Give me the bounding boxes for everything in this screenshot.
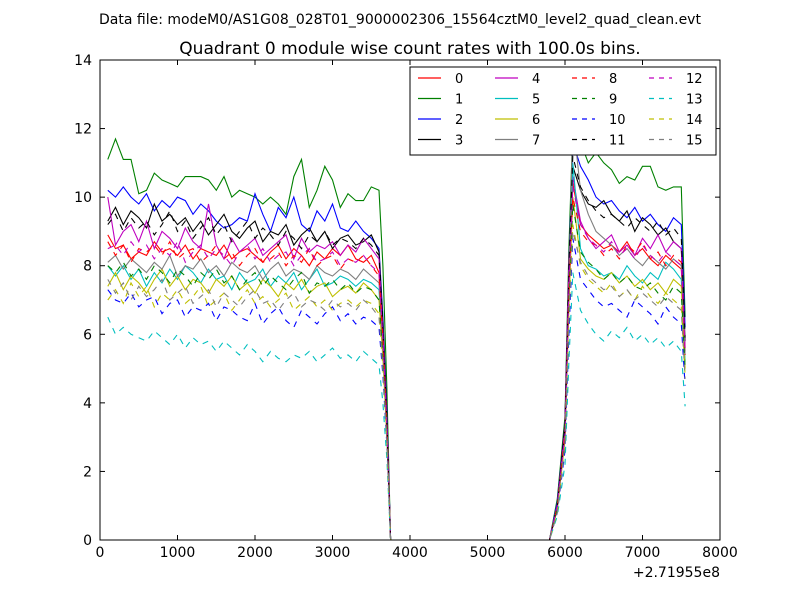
- series-line-11: [107, 155, 686, 541]
- legend-label-8: 8: [609, 72, 617, 87]
- legend-label-6: 6: [532, 113, 540, 128]
- legend-label-7: 7: [532, 134, 540, 149]
- series-line-10: [107, 238, 686, 541]
- series-line-3: [107, 166, 686, 541]
- x-tick-label: 1000: [160, 545, 196, 561]
- series-line-2: [107, 142, 686, 541]
- y-tick-label: 2: [83, 464, 92, 480]
- x-offset-label: +2.71955e8: [633, 565, 720, 581]
- series-line-13: [107, 272, 686, 541]
- series-line-6: [107, 197, 686, 541]
- legend-box: [409, 66, 717, 156]
- legend-label-10: 10: [609, 113, 626, 128]
- series-line-5: [107, 162, 686, 541]
- x-tick-label: 7000: [625, 545, 661, 561]
- legend-label-3: 3: [455, 134, 463, 149]
- series-line-4: [107, 176, 686, 541]
- x-tick-label: 8000: [702, 545, 738, 561]
- series-line-15: [107, 231, 686, 541]
- x-tick-label: 6000: [547, 545, 583, 561]
- y-tick-label: 0: [83, 533, 92, 549]
- y-tick-label: 10: [74, 190, 92, 206]
- series-line-1: [107, 126, 686, 541]
- y-tick-label: 8: [83, 259, 92, 275]
- figure-suptitle: Data file: modeM0/AS1G08_028T01_90000023…: [99, 12, 701, 28]
- series-line-7: [107, 118, 686, 541]
- series-line-12: [107, 186, 686, 541]
- series-line-8: [107, 196, 686, 541]
- x-tick-label: 4000: [392, 545, 428, 561]
- y-tick-label: 6: [83, 327, 92, 343]
- x-tick-label: 2000: [237, 545, 273, 561]
- plot-area: 0 1000 2000 3000 4000 5000 6000 7000 80000246810…: [74, 53, 738, 581]
- legend-label-1: 1: [455, 93, 463, 108]
- chart-title: Quadrant 0 module wise count rates with …: [179, 39, 640, 59]
- x-tick-label: 0: [96, 545, 105, 561]
- legend-label-13: 13: [686, 93, 703, 108]
- x-tick-label: 3000: [315, 545, 351, 561]
- legend-label-9: 9: [609, 93, 617, 108]
- legend-label-0: 0: [455, 72, 463, 87]
- legend-label-2: 2: [455, 113, 463, 128]
- legend-label-14: 14: [686, 113, 703, 128]
- legend-label-15: 15: [686, 134, 703, 149]
- legend-label-5: 5: [532, 93, 540, 108]
- legend-label-4: 4: [532, 72, 540, 87]
- y-tick-label: 12: [74, 122, 92, 138]
- series-line-9: [107, 203, 686, 541]
- x-tick-label: 5000: [470, 545, 506, 561]
- legend-label-12: 12: [686, 72, 703, 87]
- y-tick-label: 4: [83, 396, 92, 412]
- legend-label-11: 11: [609, 134, 626, 149]
- y-tick-label: 14: [74, 53, 92, 69]
